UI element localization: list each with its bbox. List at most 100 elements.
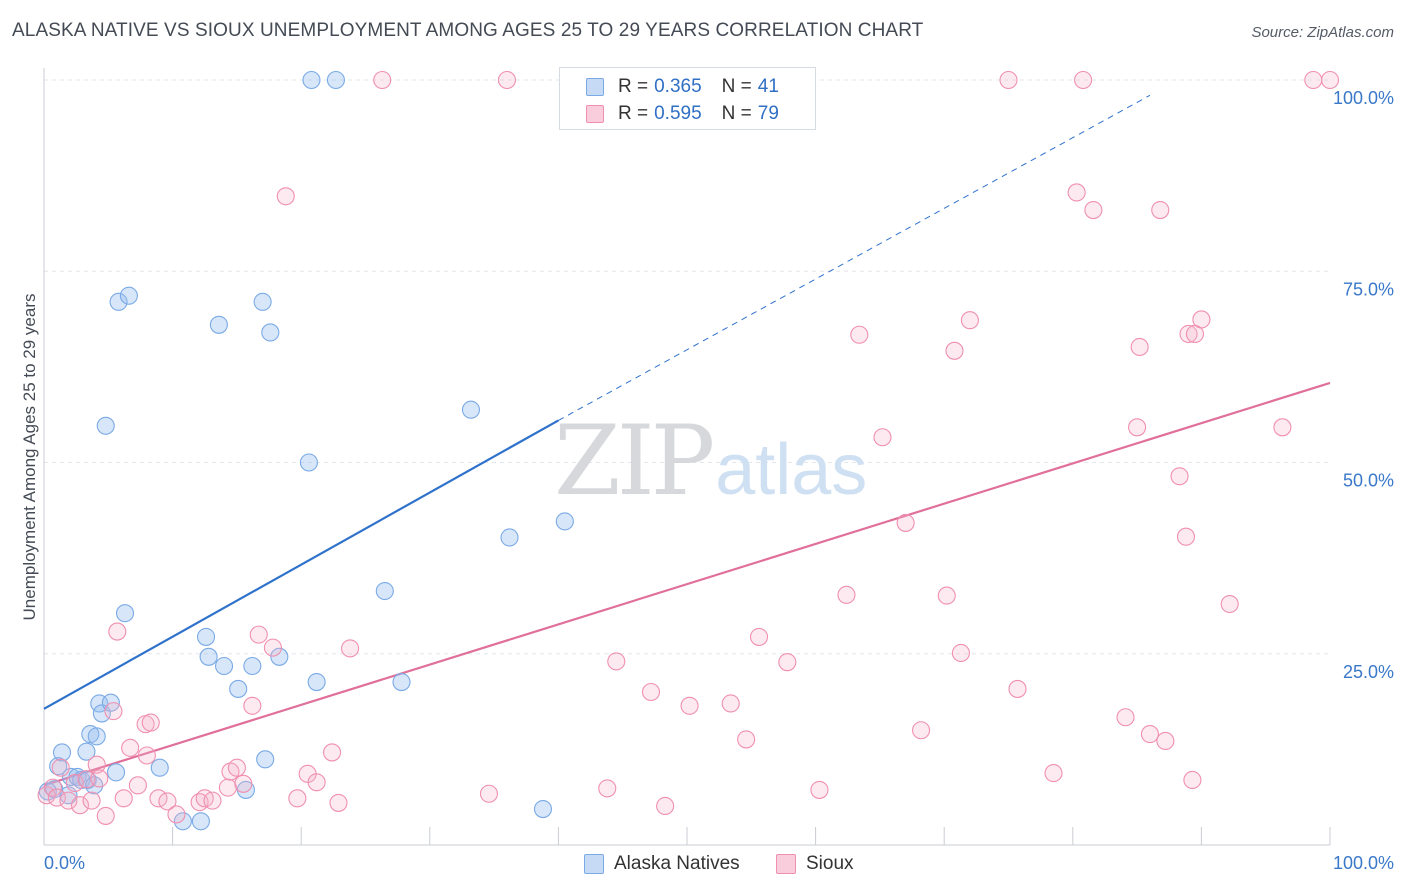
point-sioux (329, 793, 348, 812)
legend-r-value: 0.365 (654, 76, 702, 97)
point-sioux (114, 789, 133, 808)
point-sioux (87, 755, 106, 774)
point-sioux (960, 311, 979, 330)
x-tick-label: 0.0% (44, 853, 85, 873)
legend-r-value: 0.595 (654, 103, 702, 124)
point-sioux (307, 773, 326, 792)
point-sioux (373, 70, 392, 90)
point-alaska-natives (302, 70, 321, 90)
point-alaska-natives (119, 286, 138, 305)
point-sioux (850, 325, 869, 344)
point-sioux (108, 622, 127, 641)
point-sioux (243, 696, 262, 715)
legend-swatch-alaska-natives (586, 78, 604, 96)
point-sioux (141, 713, 160, 732)
trend-lines (43, 94, 1331, 787)
legend-label-alaska-natives: Alaska Natives (614, 853, 740, 874)
point-sioux (1151, 201, 1170, 220)
x-tick-label: 100.0% (1333, 853, 1394, 873)
point-sioux (737, 730, 756, 749)
point-sioux (1084, 201, 1103, 220)
point-alaska-natives (52, 743, 72, 762)
point-sioux (1044, 764, 1063, 783)
point-sioux (951, 643, 970, 663)
legend-row-alaska-natives: R = 0.365 N = 41 (586, 75, 779, 99)
point-sioux (1176, 527, 1196, 546)
point-sioux (656, 796, 675, 816)
point-sioux (1220, 594, 1239, 614)
point-sioux (680, 696, 699, 715)
legend-n-label: N = (721, 103, 752, 124)
point-sioux (641, 682, 661, 702)
point-sioux (323, 743, 342, 762)
point-sioux (96, 806, 115, 825)
point-sioux (77, 770, 96, 789)
point-sioux (104, 702, 123, 721)
point-sioux (288, 789, 307, 808)
point-sioux (1074, 70, 1093, 90)
point-alaska-natives (461, 400, 481, 419)
point-sioux (1304, 70, 1323, 90)
point-sioux (227, 758, 246, 777)
trend-line-sioux (43, 381, 1331, 787)
point-sioux (249, 625, 268, 644)
legend-swatch-sioux (586, 105, 604, 123)
legend-r-label: R = (618, 76, 649, 97)
point-sioux (218, 778, 237, 797)
point-sioux (896, 513, 915, 532)
point-sioux (70, 796, 90, 815)
point-alaska-natives (307, 673, 326, 692)
legend-item-sioux[interactable]: Sioux (776, 851, 854, 877)
point-sioux (999, 70, 1018, 90)
point-sioux (1183, 770, 1202, 790)
legend-n-label: N = (721, 76, 752, 97)
point-sioux (90, 769, 109, 788)
point-alaska-natives (87, 727, 106, 746)
point-alaska-natives (115, 604, 135, 623)
point-sioux (937, 586, 956, 605)
point-sioux (341, 639, 360, 658)
legend-r-label: R = (618, 103, 649, 124)
point-sioux (837, 585, 856, 604)
point-alaska-natives (229, 679, 248, 698)
tick-labels: 25.0% 50.0% 75.0% 100.0% 0.0% 100.0% (44, 88, 1394, 873)
point-sioux (497, 70, 517, 90)
point-sioux (1179, 324, 1198, 344)
point-sioux (1116, 708, 1135, 727)
trend-line-alaska-natives-extension (558, 94, 1151, 421)
y-tick-label: 75.0% (1343, 279, 1394, 299)
series-legend: Alaska Natives Sioux (0, 851, 1406, 877)
point-alaska-natives (256, 750, 275, 769)
point-alaska-natives (96, 416, 115, 435)
point-alaska-natives (270, 647, 289, 666)
point-sioux (810, 780, 829, 799)
point-sioux (1128, 418, 1147, 437)
point-sioux (59, 791, 78, 810)
point-sioux (1130, 337, 1149, 357)
legend-swatch-sioux (776, 854, 796, 874)
point-alaska-natives (500, 528, 519, 547)
point-alaska-natives (326, 70, 345, 90)
y-tick-label: 100.0% (1333, 88, 1394, 108)
point-sioux (65, 773, 84, 793)
point-sioux (1170, 467, 1189, 486)
point-sioux (721, 694, 740, 713)
y-axis-label: Unemployment Among Ages 25 to 29 years (20, 293, 39, 621)
legend-item-alaska-natives[interactable]: Alaska Natives (584, 851, 740, 877)
point-alaska-natives (261, 323, 280, 342)
point-alaska-natives (243, 656, 262, 676)
point-sioux (912, 721, 931, 740)
point-sioux (263, 638, 282, 657)
point-sioux (778, 653, 797, 672)
point-sioux (945, 341, 964, 360)
point-alaska-natives (214, 656, 234, 676)
point-alaska-natives (209, 315, 228, 334)
axes (43, 68, 1331, 846)
point-sioux (1067, 183, 1086, 202)
point-sioux (873, 428, 892, 447)
point-sioux (82, 791, 101, 810)
point-sioux (167, 805, 186, 824)
legend-swatch-alaska-natives (584, 854, 604, 874)
point-alaska-natives (77, 742, 96, 761)
point-sioux (51, 758, 70, 777)
